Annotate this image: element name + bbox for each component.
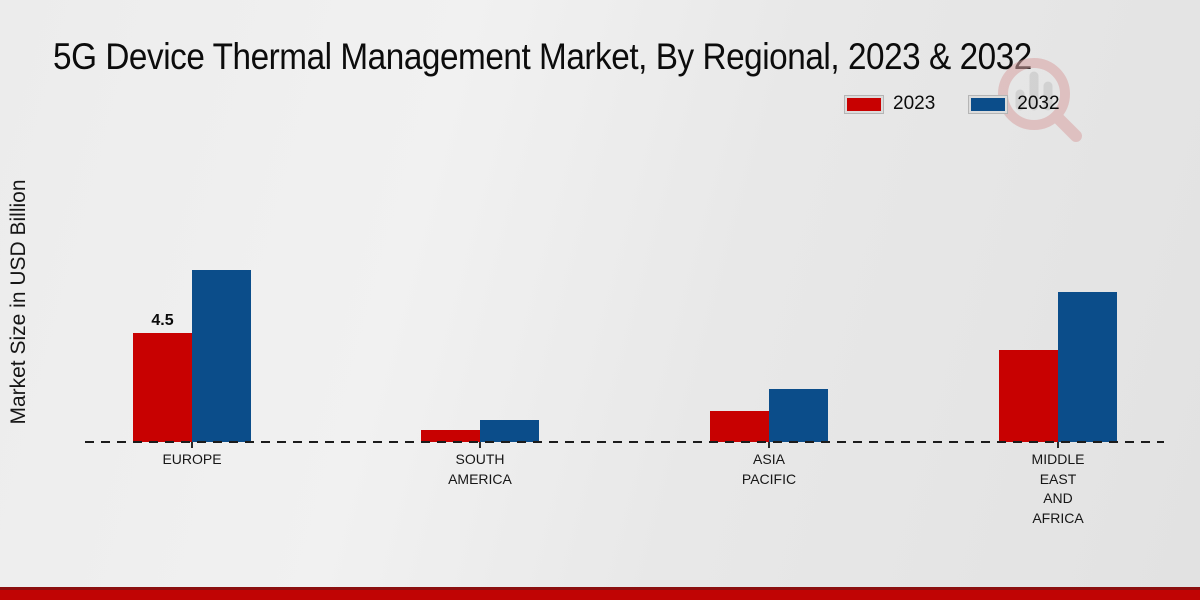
data-label-2023-europe: 4.5	[151, 312, 174, 329]
bar-2032-middle-east-and-africa	[1058, 292, 1117, 442]
axis-tick-south-america	[479, 442, 481, 448]
magnifying-glass-bar-chart-watermark-icon	[998, 58, 1082, 142]
bar-2032-asia-pacific	[769, 389, 828, 442]
legend-label-2032: 2032	[1017, 93, 1060, 114]
legend-swatch-2032	[969, 95, 1008, 113]
category-label-asia-pacific: ASIA PACIFIC	[741, 451, 797, 487]
legend-item-2023: 2023	[845, 93, 935, 115]
bar-2023-asia-pacific	[710, 411, 769, 442]
axis-tick-asia-pacific	[768, 442, 770, 448]
bar-2032-south-america	[480, 420, 539, 442]
axis-tick-middle-east-and-africa	[1057, 442, 1059, 448]
bar-2032-europe	[192, 270, 251, 442]
footer-accent-bar	[0, 587, 1200, 600]
category-label-middle-east-and-africa: MIDDLE EAST AND AFRICA	[1031, 451, 1085, 526]
bar-2023-europe	[133, 333, 192, 442]
legend-swatch-2023	[845, 95, 883, 113]
axis-tick-europe	[191, 442, 193, 448]
legend-label-2023: 2023	[893, 93, 936, 114]
x-axis-baseline	[85, 441, 1164, 443]
category-label-south-america: SOUTH AMERICA	[448, 451, 512, 487]
chart-title: 5G Device Thermal Management Market, By …	[53, 36, 1032, 77]
bar-2023-south-america	[421, 430, 480, 442]
category-label-europe: EUROPE	[162, 451, 222, 467]
legend-item-2032: 2032	[969, 93, 1060, 115]
legend: 2023 2032	[845, 93, 1060, 115]
bar-2023-middle-east-and-africa	[999, 350, 1058, 442]
